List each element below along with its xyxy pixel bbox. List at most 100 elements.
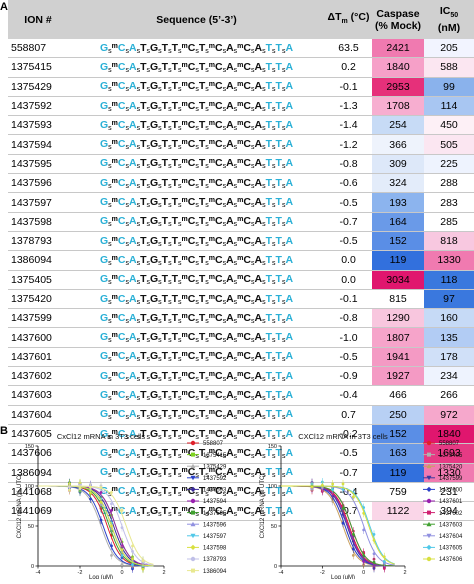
table-row: 1437598 GsmCsAsTsGsTsTsmCsTsmCsAsmCsAsTsT…	[8, 212, 474, 232]
ic50-cell: 1330	[424, 463, 474, 483]
ion-cell: 1437603	[8, 385, 68, 406]
ion-cell: 558807	[8, 39, 68, 59]
legend-label: 1437593	[203, 488, 227, 494]
tm-cell: -0.5	[325, 443, 372, 464]
data-point	[131, 563, 134, 566]
caspase-cell: 152	[372, 231, 424, 252]
table-row: 1437597 GsmCsAsTsGsTsTsmCsTsmCsAsmCsAsTsT…	[8, 192, 474, 213]
caspase-cell: 1122	[372, 501, 424, 522]
data-point	[110, 553, 113, 557]
sequence-cell: GsmCsAsTsGsTsTsmCsTsmCsAsmCsAsTsTsA	[68, 270, 325, 290]
ion-cell: 1437598	[8, 212, 68, 232]
legend-marker	[191, 510, 195, 515]
table-row: 1378793 GsmCsAsTsGsTsTsmCsTsmCsAsmCsAsTsT…	[8, 231, 474, 252]
series-line	[38, 485, 154, 567]
y-tick-label: 100	[25, 484, 34, 490]
data-point	[110, 524, 113, 528]
y-tick-label: 0	[274, 564, 277, 570]
legend-label: 1437595	[203, 511, 227, 517]
caspase-cell: 1941	[372, 347, 424, 368]
tm-cell: -0.5	[325, 192, 372, 213]
ion-cell: 1378793	[8, 231, 68, 252]
ic50-cell: 118	[424, 270, 474, 290]
legend-label: 1437596	[203, 522, 227, 528]
x-axis-label: Log (uM)	[331, 575, 355, 579]
data-point	[131, 557, 134, 561]
data-point	[351, 532, 355, 536]
legend-marker	[426, 498, 432, 504]
x-tick-label: 0	[120, 570, 123, 576]
ic50-cell: 1693	[424, 443, 474, 464]
tm-cell: -1.4	[325, 115, 372, 136]
x-tick-label: -4	[36, 570, 41, 576]
ic50-cell: 818	[424, 231, 474, 252]
legend-label: 1437605	[439, 546, 463, 552]
table-row: 1437600 GsmCsAsTsGsTsTsmCsTsmCsAsmCsAsTsT…	[8, 327, 474, 348]
caspase-cell: 324	[372, 173, 424, 194]
ic50-cell: 160	[424, 308, 474, 329]
legend-marker	[190, 521, 196, 527]
data-point	[110, 544, 113, 548]
data-point	[120, 526, 124, 529]
ic50-cell: 283	[424, 192, 474, 213]
sequence-cell: GsmCsAsTsGsTsTsmCsTsmCsAsmCsAsTsTsA	[68, 443, 325, 464]
data-point	[341, 521, 345, 525]
series-line	[281, 485, 395, 567]
table-row: 558807 GsmCsAsTsGsTsTsmCsTsmCsAsmCsAsTsTs…	[8, 39, 474, 59]
tm-cell: -1.2	[325, 134, 372, 155]
ion-cell: 1375420	[8, 289, 68, 310]
data-point	[362, 560, 366, 563]
sequence-cell: GsmCsAsTsGsTsTsmCsTsmCsAsmCsAsTsTsA	[68, 77, 325, 97]
sequence-cell: GsmCsAsTsGsTsTsmCsTsmCsAsmCsAsTsTsA	[68, 192, 325, 213]
ion-cell: 1375415	[8, 57, 68, 78]
sequence-cell: GsmCsAsTsGsTsTsmCsTsmCsAsmCsAsTsTsA	[68, 289, 325, 310]
tm-cell: -1.0	[325, 327, 372, 348]
legend-label: 1437600	[439, 488, 463, 494]
tm-cell: -0.1	[325, 289, 372, 310]
x-tick-label: -2	[78, 570, 83, 576]
ic50-cell: 234	[424, 366, 474, 387]
ion-cell: 1437601	[8, 347, 68, 368]
series-line	[281, 485, 395, 567]
data-point	[99, 518, 103, 522]
table-row: 1437594 GsmCsAsTsGsTsTsmCsTsmCsAsmCsAsTsT…	[8, 134, 474, 155]
table-row: 1386094 GsmCsAsTsGsTsTsmCsTsmCsAsmCsAsTsT…	[8, 250, 474, 271]
ic50-cell: 972	[424, 405, 474, 425]
header-caspase: Caspase (% Mock)	[372, 0, 424, 39]
caspase-cell: 366	[372, 134, 424, 155]
ion-cell: 1375429	[8, 77, 68, 97]
sequence-cell: GsmCsAsTsGsTsTsmCsTsmCsAsmCsAsTsTsA	[68, 250, 325, 271]
legend-label: 1375405	[439, 453, 463, 459]
caspase-cell: 250	[372, 405, 424, 425]
data-point	[310, 485, 314, 489]
ic50-cell: 1840	[424, 424, 474, 445]
ic50-cell: 97	[424, 289, 474, 310]
tm-cell: -0.5	[325, 347, 372, 368]
ic50-cell: 588	[424, 57, 474, 78]
sequence-cell: GsmCsAsTsGsTsTsmCsTsmCsAsmCsAsTsTsA	[68, 347, 325, 368]
data-point	[362, 528, 366, 532]
data-point	[120, 508, 124, 512]
dose-response-charts: CxCl12 mRNA in 3T3 cells -4 -2 0 2 0 50 100 150 L…	[17, 432, 463, 581]
legend-label: 558807	[439, 441, 460, 447]
data-point	[351, 553, 355, 557]
data-point	[120, 553, 124, 557]
tm-cell: -0.1	[325, 77, 372, 97]
series-line	[38, 485, 154, 567]
data-point	[351, 547, 355, 551]
y-tick-label: 150	[268, 444, 277, 450]
sequence-cell: GsmCsAsTsGsTsTsmCsTsmCsAsmCsAsTsTsA	[68, 308, 325, 329]
tm-cell: -0.8	[325, 308, 372, 329]
legend-label: 1437602	[439, 511, 463, 517]
tm-cell: 0.2	[325, 57, 372, 78]
y-axis-label: CXCl12 mRNA (% UTC)	[260, 474, 266, 539]
data-point	[89, 485, 92, 489]
ion-cell: 1386094	[8, 250, 68, 271]
ion-cell: 1437596	[8, 173, 68, 194]
data-point	[341, 482, 345, 486]
series-line	[281, 485, 395, 567]
tm-cell: -0.6	[325, 173, 372, 194]
tm-cell: -0.7	[325, 212, 372, 232]
series-line	[281, 485, 395, 565]
data-point	[362, 554, 366, 557]
